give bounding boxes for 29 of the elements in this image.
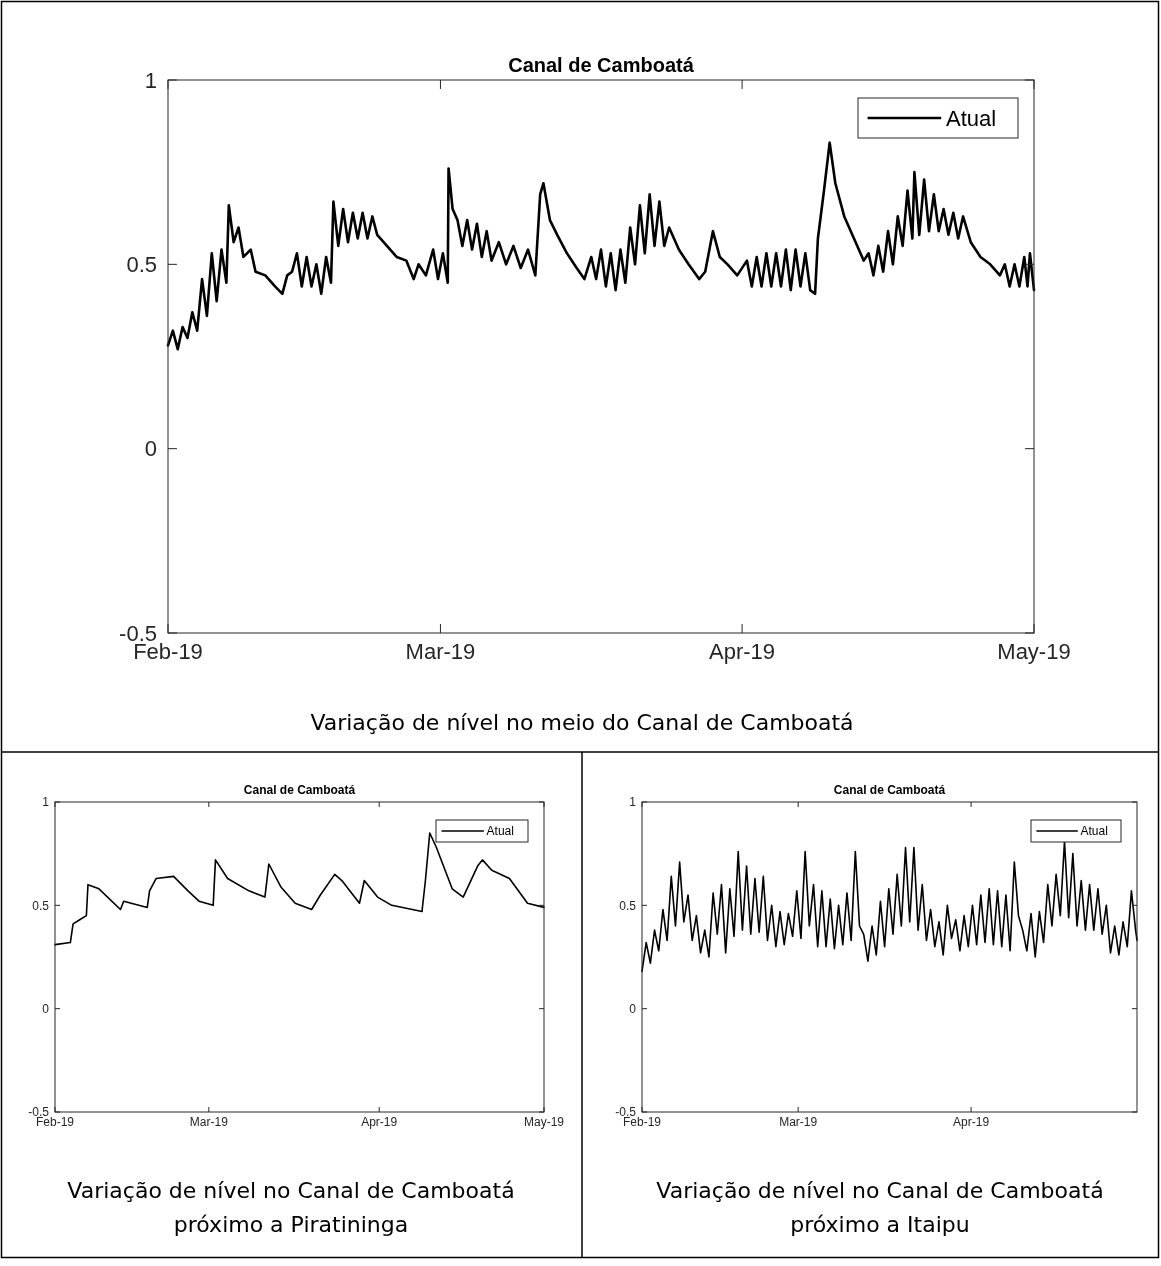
x-tick-label: Apr-19	[953, 1115, 990, 1130]
text: Variação de nível no Canal de Camboatá próximo a Itaipu	[656, 1178, 1104, 1238]
x-tick-label: Mar-19	[779, 1115, 818, 1130]
y-tick-label: 0.5	[126, 252, 157, 278]
x-tick-label: Apr-19	[361, 1115, 398, 1130]
x-tick-label: Feb-19	[622, 1115, 662, 1130]
x-tick-label: Mar-19	[405, 639, 476, 665]
legend-label: Atual	[946, 105, 997, 131]
y-tick-label: 0	[629, 1001, 637, 1016]
text: Variação de nível no Canal de Camboatá próximo a Piratininga	[67, 1178, 515, 1238]
text: Variação de nível no meio do Canal de Camboatá	[310, 710, 854, 735]
y-tick-label: 0	[144, 436, 157, 462]
x-tick-label: Mar-19	[189, 1115, 229, 1130]
y-tick-label: 0.5	[32, 898, 50, 913]
x-tick-label: May-19	[523, 1115, 565, 1130]
y-tick-label: 1	[629, 795, 637, 810]
x-tick-label: Feb-19	[35, 1115, 75, 1130]
chart-title: Canal de Camboatá	[833, 783, 946, 797]
legend-label: Atual	[1080, 824, 1108, 839]
line-series	[166, 141, 1036, 351]
legend-label: Atual	[486, 824, 514, 839]
y-tick-label: 1	[144, 67, 157, 93]
chart-title: Canal de Camboatá	[243, 783, 356, 797]
y-tick-label: 1	[42, 795, 50, 810]
y-tick-label: 0	[42, 1001, 50, 1016]
x-tick-label: May-19	[997, 639, 1071, 665]
y-tick-label: 0.5	[619, 898, 637, 913]
x-tick-label: Apr-19	[709, 639, 776, 665]
chart-title: Canal de Camboatá	[508, 54, 695, 76]
